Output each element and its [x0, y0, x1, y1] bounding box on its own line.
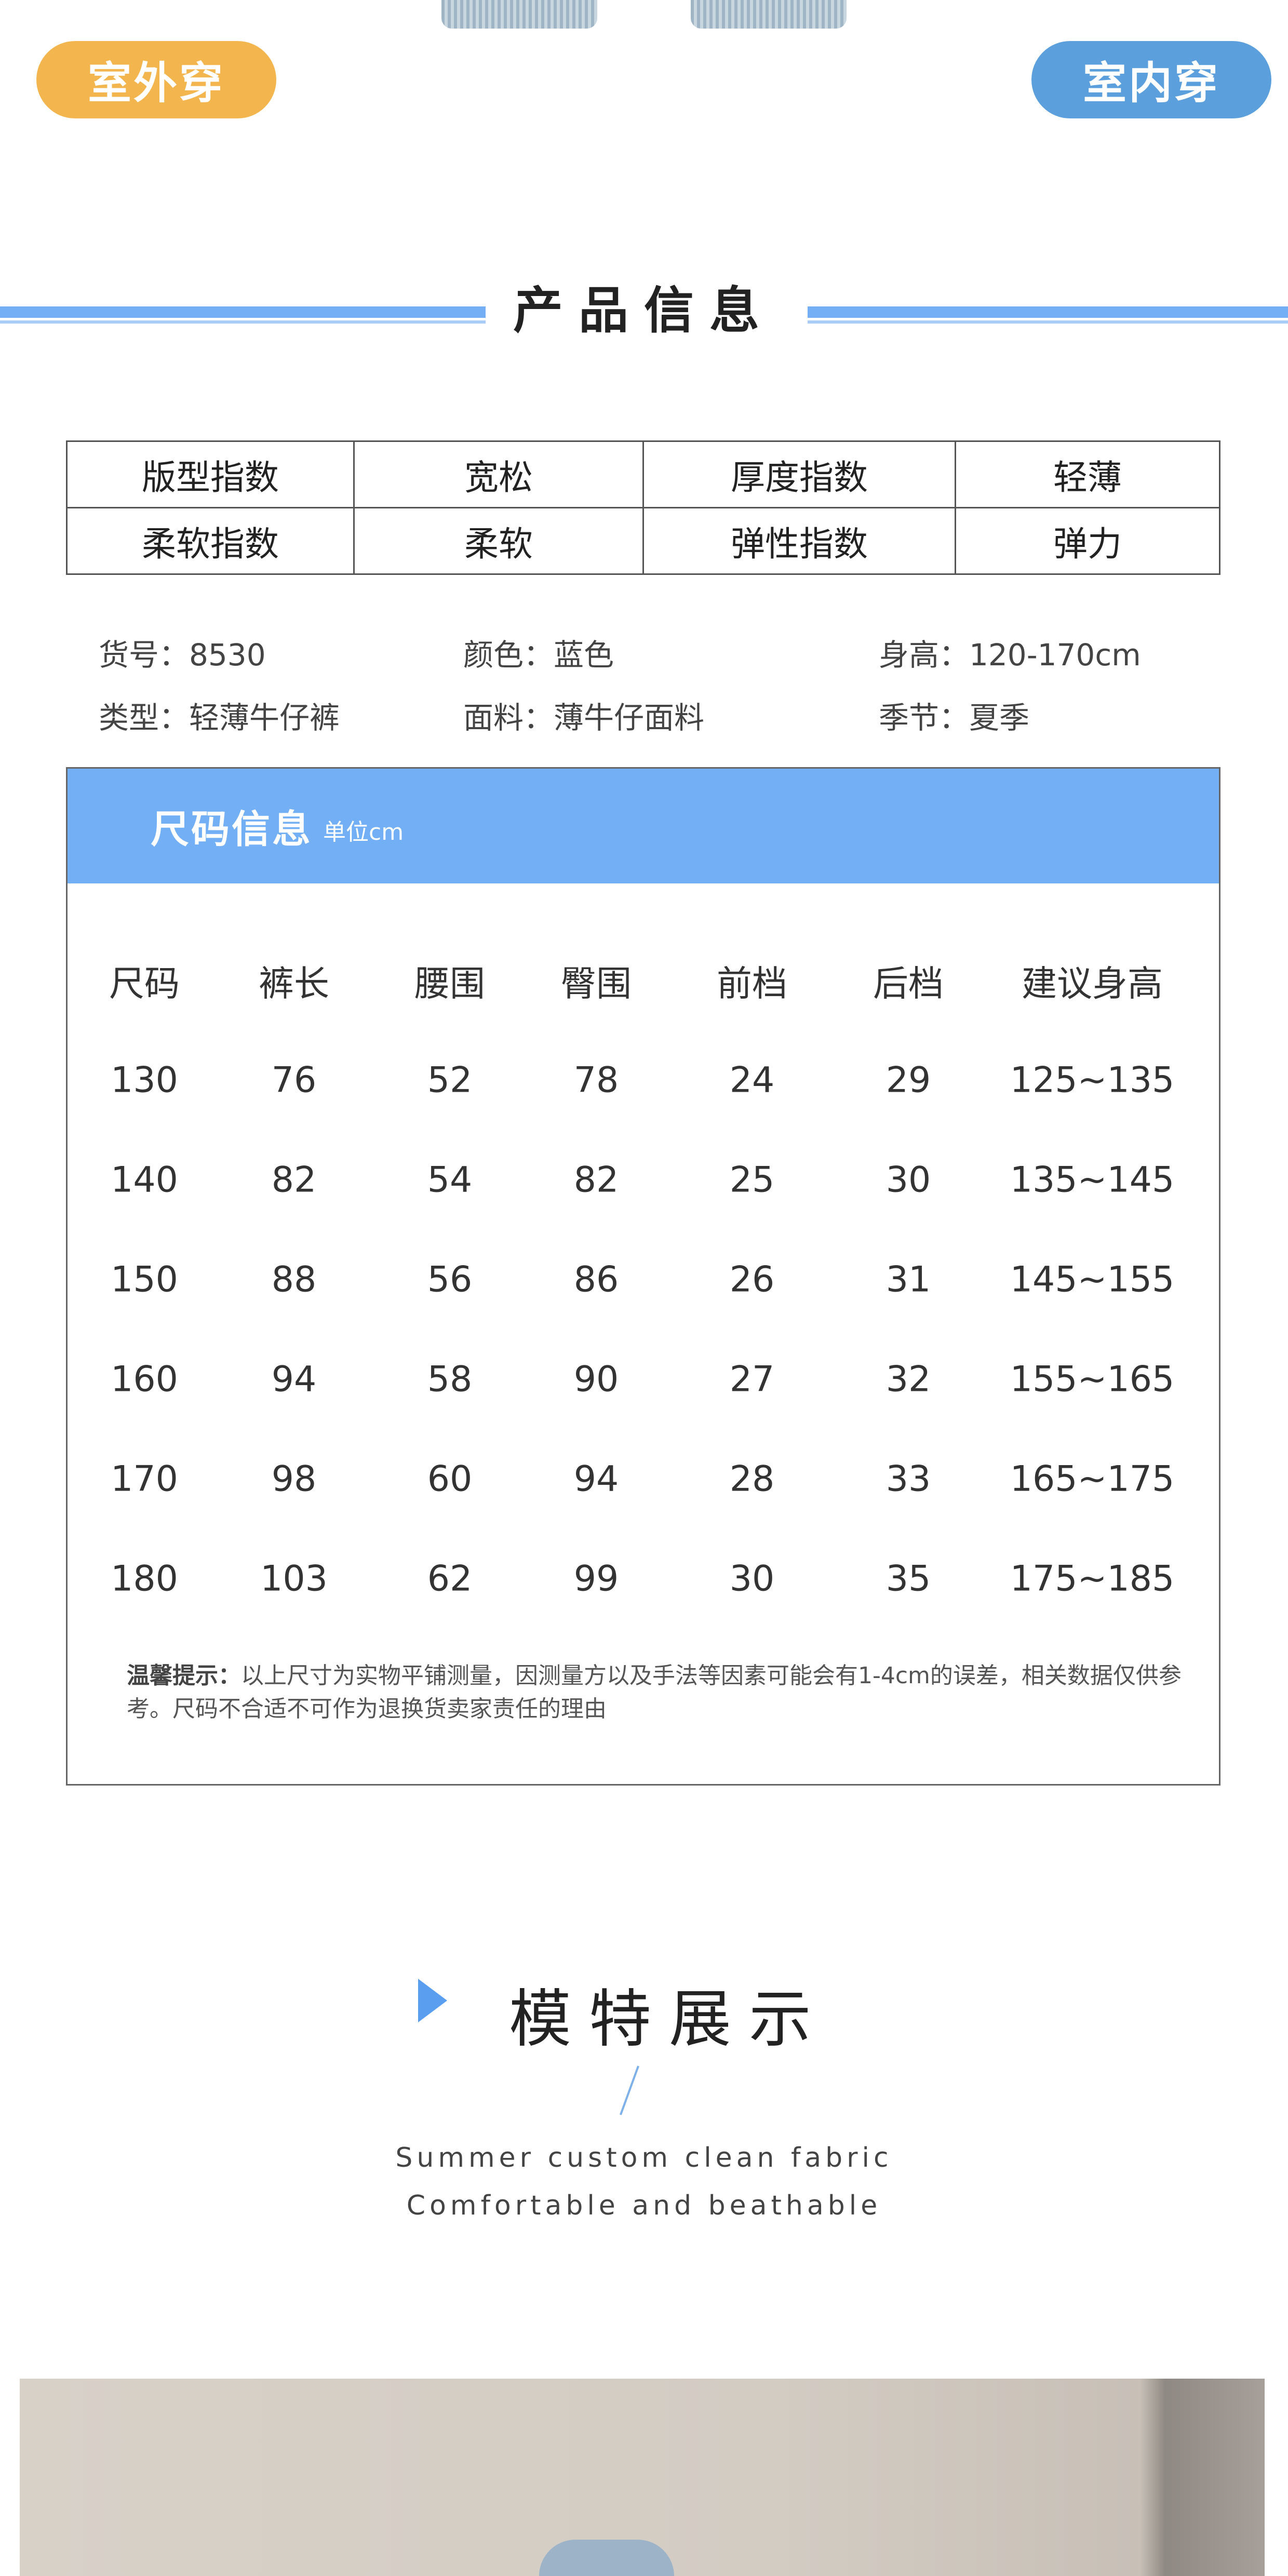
size-cell: 98: [271, 1458, 317, 1500]
triangle-icon: [418, 1979, 447, 2022]
spec-cell: 柔软指数: [66, 507, 355, 575]
size-cell: 27: [729, 1359, 775, 1400]
size-cell: 32: [886, 1359, 931, 1400]
size-unit: 单位cm: [323, 819, 404, 846]
indoor-badge: 室内穿: [1031, 41, 1271, 118]
size-cell: 140: [111, 1159, 178, 1201]
size-cell: 54: [427, 1159, 473, 1201]
size-cell: 29: [886, 1059, 931, 1101]
size-cell: 82: [271, 1159, 317, 1201]
slash-divider: [620, 2065, 639, 2115]
spec-table: 版型指数 宽松 厚度指数 轻薄 柔软指数 柔软 弹性指数 弹力: [66, 440, 1220, 575]
size-cell: 94: [573, 1458, 619, 1500]
size-cell: 94: [271, 1359, 317, 1400]
size-cell: 150: [111, 1259, 178, 1300]
model-section-title: 模特展示: [509, 1983, 829, 2056]
size-header-cell: 裤长: [258, 963, 330, 1005]
size-notice: 温馨提示：以上尺寸为实物平铺测量，因测量方以及手法等因素可能会有1-4cm的误差…: [127, 1659, 1197, 1726]
size-cell: 175~185: [1010, 1558, 1175, 1600]
color: 颜色：蓝色: [463, 637, 614, 673]
size-cell: 30: [729, 1558, 775, 1600]
spec-cell: 弹性指数: [642, 507, 956, 575]
size-header-cell: 尺码: [109, 963, 180, 1005]
model-photo: [20, 2379, 1265, 2576]
size-cell: 58: [427, 1359, 473, 1400]
size-cell: 165~175: [1010, 1458, 1175, 1500]
size-header-cell: 腰围: [414, 963, 486, 1005]
size-cell: 103: [260, 1558, 328, 1600]
size-cell: 31: [886, 1259, 931, 1300]
size-cell: 145~155: [1010, 1259, 1175, 1300]
size-cell: 26: [729, 1259, 775, 1300]
size-info-header: 尺码信息 单位cm: [68, 769, 1219, 883]
size-cell: 130: [111, 1059, 178, 1101]
size-cell: 33: [886, 1458, 931, 1500]
size-cell: 86: [573, 1259, 619, 1300]
title-divider-left: [0, 306, 486, 318]
title-divider-right: [808, 306, 1288, 318]
size-cell: 82: [573, 1159, 619, 1201]
size-cell: 62: [427, 1558, 473, 1600]
spec-cell: 版型指数: [66, 440, 355, 508]
size-cell: 125~135: [1010, 1059, 1175, 1101]
size-cell: 30: [886, 1159, 931, 1201]
table-row: 柔软指数 柔软 弹性指数 弹力: [66, 507, 1220, 575]
title-divider-left-thin: [0, 320, 486, 324]
spec-cell: 柔软: [353, 507, 644, 575]
height-range: 身高：120-170cm: [879, 637, 1141, 673]
jeans-product-image: [374, 0, 914, 31]
tagline-2: Comfortable and beathable: [406, 2190, 882, 2221]
spec-cell: 厚度指数: [642, 440, 956, 508]
notice-text: 以上尺寸为实物平铺测量，因测量方以及手法等因素可能会有1-4cm的误差，相关数据…: [127, 1662, 1182, 1722]
product-info-title: 产品信息: [513, 281, 775, 340]
size-cell: 25: [729, 1159, 775, 1201]
size-cell: 76: [271, 1059, 317, 1101]
size-cell: 35: [886, 1558, 931, 1600]
size-cell: 135~145: [1010, 1159, 1175, 1201]
title-divider-right-thin: [808, 320, 1288, 324]
table-row: 版型指数 宽松 厚度指数 轻薄: [66, 440, 1220, 508]
notice-label: 温馨提示：: [127, 1662, 241, 1689]
type: 类型：轻薄牛仔裤: [99, 700, 340, 735]
size-header-cell: 建议身高: [1021, 963, 1163, 1005]
size-cell: 78: [573, 1059, 619, 1101]
size-cell: 24: [729, 1059, 775, 1101]
size-cell: 88: [271, 1259, 317, 1300]
size-info-box: 尺码信息 单位cm 尺码 裤长 腰围 臀围 前档 后档 建议身高 130 76 52 78 24 29 1…: [66, 767, 1220, 1786]
size-cell: 56: [427, 1259, 473, 1300]
size-cell: 90: [573, 1359, 619, 1400]
size-cell: 52: [427, 1059, 473, 1101]
size-cell: 60: [427, 1458, 473, 1500]
size-header-cell: 臀围: [560, 963, 632, 1005]
fabric: 面料：薄牛仔面料: [463, 700, 705, 735]
size-header-cell: 后档: [873, 963, 944, 1005]
size-header-cell: 前档: [716, 963, 788, 1005]
spec-cell: 弹力: [955, 507, 1220, 575]
size-cell: 28: [729, 1458, 775, 1500]
size-cell: 160: [111, 1359, 178, 1400]
item-number: 货号：8530: [99, 637, 266, 673]
tagline-1: Summer custom clean fabric: [395, 2142, 893, 2174]
season: 季节：夏季: [879, 700, 1030, 735]
size-cell: 155~165: [1010, 1359, 1175, 1400]
outdoor-badge: 室外穿: [36, 41, 276, 118]
model-cap: [539, 2540, 674, 2576]
size-cell: 170: [111, 1458, 178, 1500]
spec-cell: 轻薄: [955, 440, 1220, 508]
size-cell: 180: [111, 1558, 178, 1600]
size-cell: 99: [573, 1558, 619, 1600]
size-info-title: 尺码信息: [151, 807, 313, 852]
spec-cell: 宽松: [353, 440, 644, 508]
